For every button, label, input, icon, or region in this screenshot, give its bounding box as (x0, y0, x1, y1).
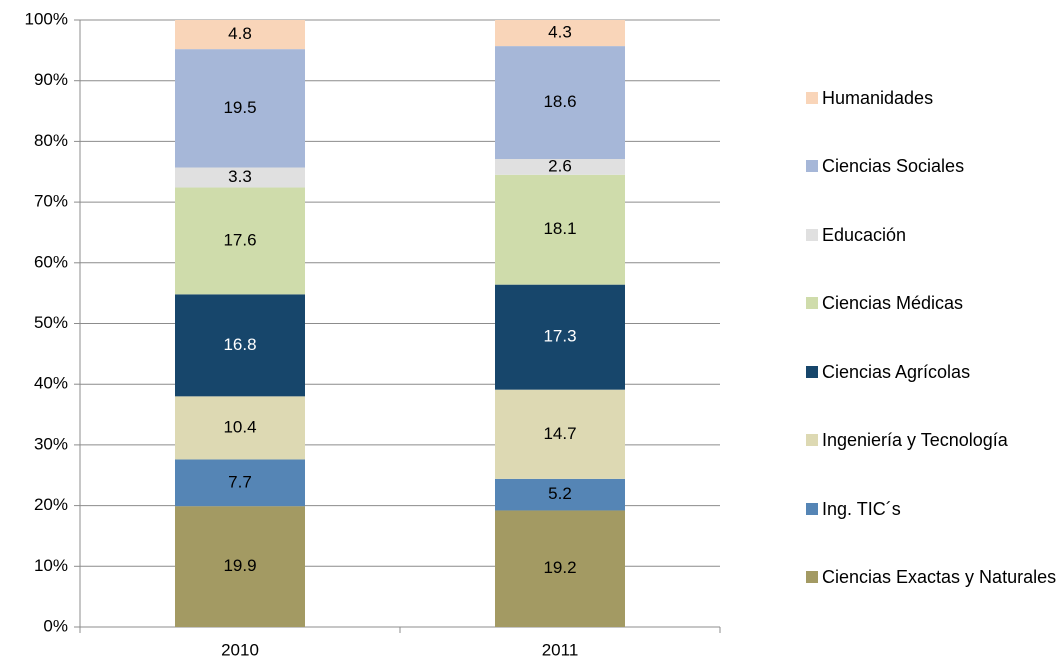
bar-segment (495, 510, 625, 627)
data-label: 16.8 (223, 335, 256, 354)
data-label: 18.6 (543, 92, 576, 111)
data-label: 19.2 (543, 558, 576, 577)
data-label: 19.5 (223, 98, 256, 117)
data-label: 5.2 (548, 484, 572, 503)
data-label: 17.6 (223, 230, 256, 249)
data-label: 10.4 (223, 417, 256, 436)
x-tick-label: 2010 (221, 640, 259, 659)
data-label: 19.9 (223, 556, 256, 575)
legend-swatch (806, 297, 818, 309)
bar-segment (175, 459, 305, 507)
legend-swatch (806, 365, 818, 378)
x-tick-label: 2011 (542, 640, 579, 659)
legend-label: Ciencias Sociales (822, 156, 965, 176)
legend-item: Humanidades (806, 84, 1058, 113)
y-tick-label: 20% (34, 495, 68, 514)
bar-segment (175, 506, 305, 627)
bar-segment (175, 167, 305, 188)
legend-item: Educación (806, 221, 1058, 250)
y-tick-label: 0% (43, 616, 68, 635)
y-tick-label: 90% (34, 70, 68, 89)
bar-segment (495, 389, 625, 479)
bar-segment (495, 284, 625, 390)
bar-segment (495, 174, 625, 285)
legend-label: Ingeniería y Tecnología (822, 430, 1008, 450)
data-label: 14.7 (543, 424, 576, 443)
data-label: 18.1 (543, 219, 576, 238)
legend-swatch (806, 228, 818, 241)
bar-segment (495, 46, 625, 160)
bar-segment (495, 20, 625, 47)
bar-segment (175, 20, 305, 50)
legend-swatch (806, 502, 818, 515)
bar-segment (495, 159, 625, 175)
data-label: 17.3 (543, 327, 576, 346)
y-tick-label: 30% (34, 434, 68, 453)
y-tick-label: 40% (34, 374, 68, 393)
legend-item: Ciencias Agrícolas (806, 358, 1058, 387)
legend-label: Ciencias Exactas y Naturales (822, 567, 1057, 587)
y-tick-label: 80% (34, 131, 68, 150)
bar-segment (175, 294, 305, 397)
legend-label: Humanidades (822, 87, 934, 108)
y-tick-label: 10% (34, 556, 68, 575)
data-label: 2.6 (548, 156, 572, 175)
legend-swatch (806, 160, 818, 172)
bar-segment (175, 187, 305, 295)
bar-segment (175, 396, 305, 460)
legend-label: Ciencias Médicas (822, 293, 964, 313)
legend-item: Ciencias Médicas (806, 289, 1058, 318)
legend-item: Ciencias Sociales (806, 152, 1058, 181)
bar-segment (495, 478, 625, 511)
data-label: 4.8 (228, 24, 252, 43)
legend-item: Ciencias Exactas y Naturales (806, 563, 1058, 592)
legend-swatch (806, 434, 818, 446)
y-tick-label: 50% (34, 313, 68, 332)
bar-segment (175, 49, 305, 168)
legend-swatch (806, 91, 818, 104)
data-label: 4.3 (548, 23, 572, 42)
y-tick-label: 70% (34, 192, 68, 211)
y-tick-label: 60% (34, 252, 68, 271)
legend-item: Ingeniería y Tecnología (806, 426, 1058, 455)
legend-item: Ing. TIC´s (806, 495, 1058, 524)
legend-label: Ciencias Agrícolas (822, 361, 971, 382)
data-label: 7.7 (228, 472, 252, 491)
legend-label: Educación (822, 224, 907, 245)
legend-swatch (806, 571, 818, 583)
legend-label: Ing. TIC´s (822, 498, 901, 519)
y-tick-label: 100% (25, 9, 68, 28)
data-label: 3.3 (228, 167, 252, 186)
